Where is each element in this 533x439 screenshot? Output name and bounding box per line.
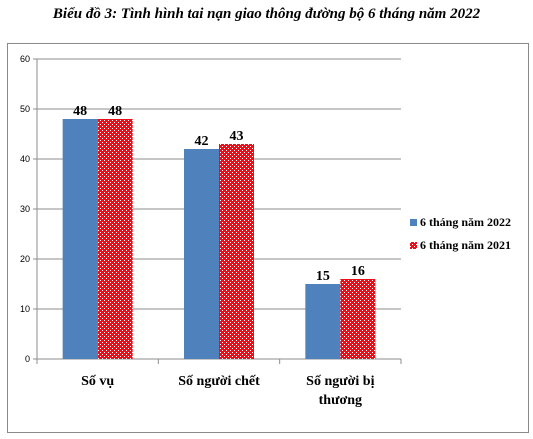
data-label: 42 [195, 134, 209, 149]
data-label: 16 [351, 264, 365, 279]
bar [184, 149, 219, 359]
bar [62, 119, 98, 359]
y-tick-label: 40 [20, 154, 30, 164]
labels: 0 10 20 30 40 50 60 48 48 Số vụ 42 43 Số người chết 1… [20, 54, 375, 408]
category-label: Số người chết [178, 374, 260, 389]
bar [340, 279, 376, 359]
legend-swatch [410, 219, 417, 226]
y-tick-label: 0 [25, 354, 30, 364]
bars [62, 119, 376, 359]
bar [219, 144, 254, 359]
bar [305, 284, 341, 359]
y-tick-label: 60 [20, 54, 30, 64]
legend-label: 6 tháng năm 2022 [420, 215, 511, 229]
legend-label: 6 tháng năm 2021 [420, 238, 511, 252]
data-label: 48 [73, 104, 87, 119]
legend: 6 tháng năm 2022 6 tháng năm 2021 [410, 215, 511, 252]
data-label: 43 [230, 129, 244, 144]
data-label: 48 [108, 104, 122, 119]
chart-title: Biểu đồ 3: Tình hình tai nạn giao thông … [52, 6, 481, 22]
category-label: Số người bị [306, 374, 374, 389]
legend-swatch [410, 242, 417, 249]
y-tick-label: 30 [20, 204, 30, 214]
y-tick-label: 50 [20, 104, 30, 114]
bar [97, 119, 133, 359]
y-tick-label: 10 [20, 304, 30, 314]
data-label: 15 [316, 269, 330, 284]
y-tick-label: 20 [20, 254, 30, 264]
category-label: thương [319, 393, 362, 408]
category-label: Số vụ [81, 374, 114, 389]
